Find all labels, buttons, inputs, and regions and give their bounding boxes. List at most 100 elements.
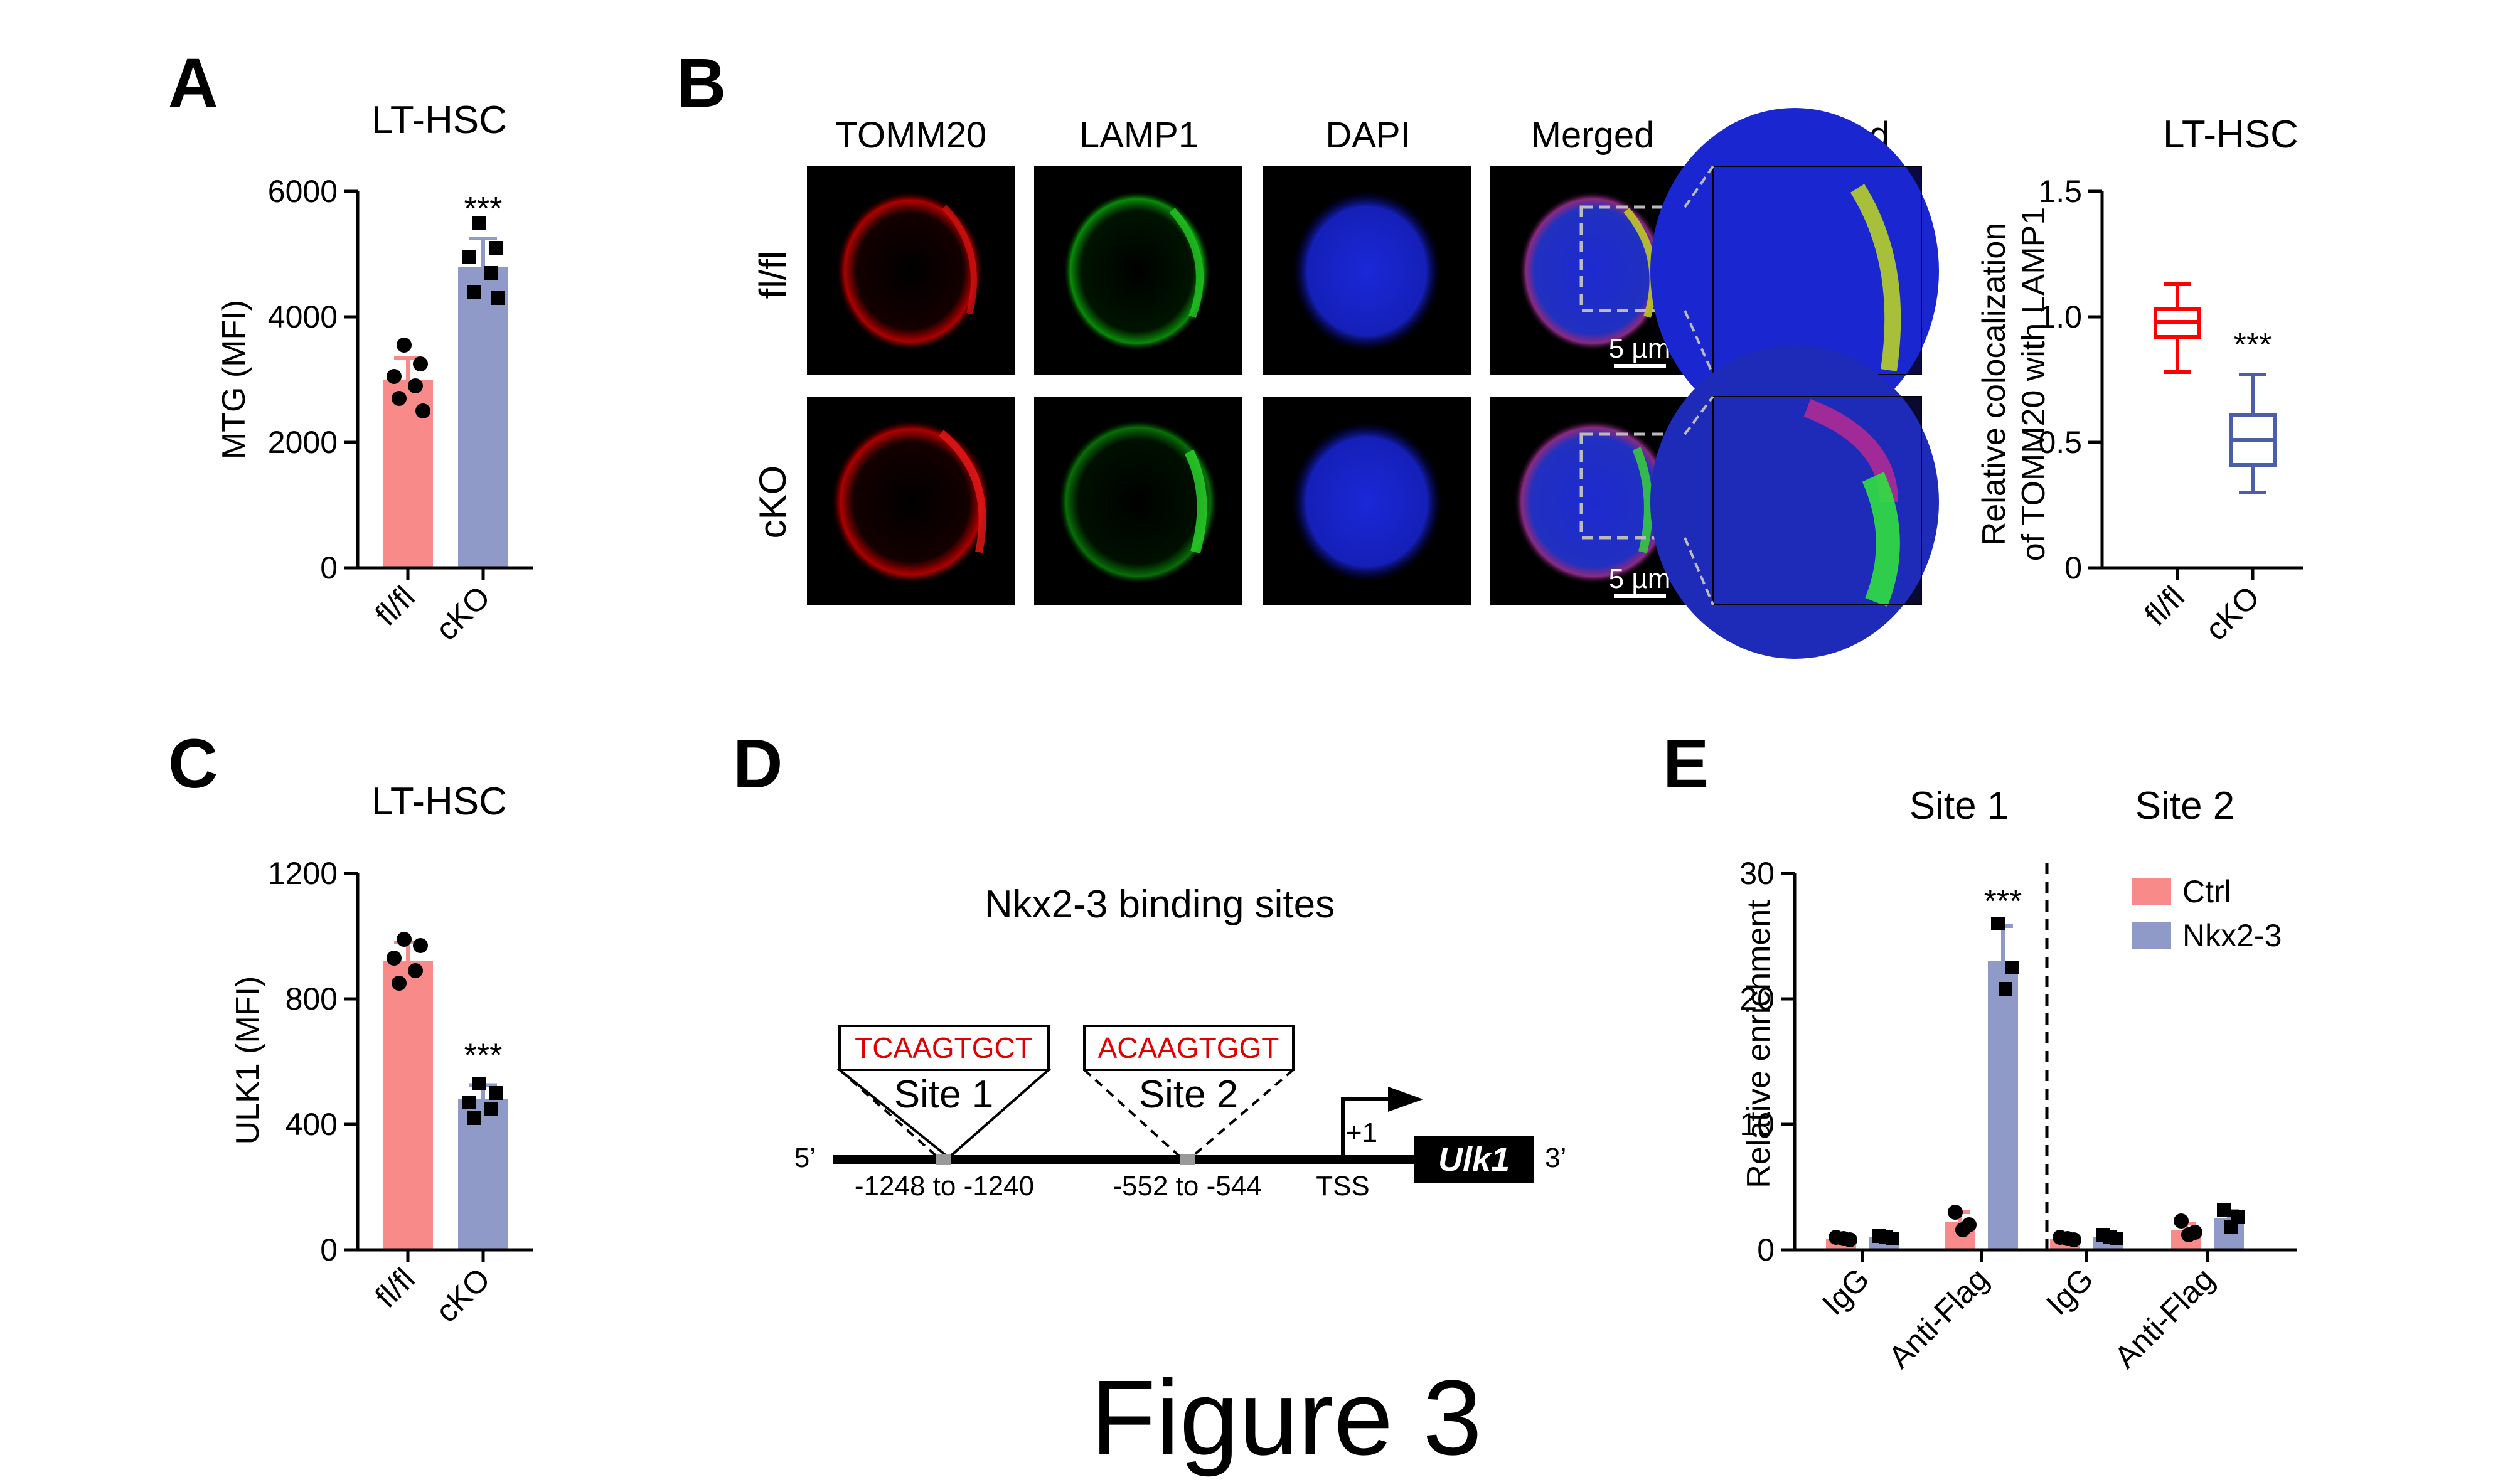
panel-e-data-point	[1836, 1231, 1851, 1246]
plus-one: +1	[1346, 1117, 1377, 1148]
micrograph-cko-dapi	[1263, 397, 1471, 605]
channel-lamp1: LAMP1	[1079, 115, 1199, 156]
panel-a-data-point	[472, 216, 486, 230]
site1-position: -1248 to -1240	[855, 1171, 1034, 1202]
panel-b-significance: ***	[2234, 327, 2272, 363]
panel-c-y-tick-label: 1200	[268, 856, 338, 891]
panel-e-data-point	[1999, 982, 2012, 996]
panel-c-data-point	[392, 976, 407, 991]
legend-swatch-nkx23	[2132, 922, 2171, 949]
panel-c-y-tick-label: 0	[320, 1232, 338, 1267]
panel-b-ylabel-line1: Relative colocalization	[1976, 223, 2012, 546]
panel-e-data-point	[1948, 1205, 1963, 1220]
site1-label: Site 1	[894, 1073, 994, 1116]
panel-e-group2: Site 2	[2135, 784, 2235, 828]
channel-tomm20: TOMM20	[836, 115, 987, 156]
panel-b-y-tick-label: 1.5	[2038, 174, 2082, 209]
row-label-flfl: fl/fl	[752, 251, 794, 299]
panel-a-bar	[458, 267, 508, 568]
panel-a-data-point	[462, 250, 476, 264]
panel-e-group1: Site 1	[1909, 784, 2009, 828]
panel-c: C LT-HSC ULK1 (MFI) fl/fl cKO 0 400 800 1200 *…	[168, 725, 533, 1330]
tss-arrow	[1341, 1097, 1392, 1159]
panel-a-title: LT-HSC	[371, 99, 507, 142]
panel-c-data-point	[489, 1086, 503, 1100]
panel-a-data-point	[489, 241, 503, 255]
panel-a-data-point	[484, 266, 498, 280]
panel-e-label: E	[1663, 725, 1709, 802]
panel-a-label: A	[168, 45, 218, 122]
panel-c-bar	[383, 961, 433, 1250]
panel-e-ylabel: Relative enrichment	[1741, 900, 1777, 1188]
panel-b-chart: fl/fl cKO 0 0.5 1.0 1.5 ***	[2038, 174, 2303, 648]
panel-a-data-point	[408, 378, 423, 393]
panel-a-chart: fl/fl cKO 0 2000 4000 6000 ***	[268, 174, 533, 648]
panel-c-x-tick-label: cKO	[429, 1261, 496, 1329]
panel-a-data-point	[491, 291, 505, 305]
site2-sequence: ACAAGTGGT	[1098, 1032, 1279, 1064]
tss-label: TSS	[1316, 1171, 1370, 1202]
micrograph-flfl-lamp1	[1034, 166, 1242, 375]
panel-c-data-point	[408, 963, 423, 978]
panel-e-data-point	[2174, 1213, 2189, 1229]
panel-e-data-point	[1991, 917, 2005, 930]
gene-label: Ulk1	[1438, 1141, 1510, 1178]
panel-e-data-point	[2181, 1227, 2196, 1242]
micrograph-cko-tomm20	[807, 397, 1015, 605]
channel-dapi: DAPI	[1325, 115, 1410, 156]
panel-b-ylabel-line2: of TOMM20 with LAMP1	[2015, 207, 2052, 562]
site2-position: -552 to -544	[1113, 1171, 1261, 1202]
panel-a-y-tick-label: 4000	[268, 299, 338, 334]
panel-c-data-point	[397, 932, 412, 947]
panel-c-data-point	[462, 1096, 476, 1109]
panel-e-significance: ***	[1984, 883, 2022, 920]
panel-b-title: LT-HSC	[2163, 113, 2298, 156]
panel-e-data-point	[2103, 1230, 2117, 1244]
three-prime: 3’	[1545, 1143, 1566, 1173]
panel-c-y-tick-label: 800	[286, 981, 338, 1016]
panel-a-significance: ***	[464, 191, 503, 227]
panel-b-label: B	[676, 45, 726, 122]
panel-d-label: D	[733, 725, 782, 802]
panel-c-chart: fl/fl cKO 0 400 800 1200 ***	[268, 856, 533, 1330]
site1-sequence: TCAAGTGCT	[855, 1032, 1033, 1064]
row-label-cko: cKO	[752, 466, 794, 539]
panel-c-data-point	[472, 1077, 486, 1090]
panel-a-y-tick-label: 0	[320, 550, 338, 585]
panel-e-bar	[1988, 961, 2018, 1250]
panel-b-y-tick-label: 1.0	[2038, 299, 2082, 334]
legend-swatch-ctrl	[2132, 878, 2171, 905]
panel-e-x-tick-label: IgG	[1815, 1261, 1876, 1322]
panel-e-data-point	[2224, 1220, 2238, 1234]
panel-e-x-tick-label: Anti-Flag	[1882, 1261, 1995, 1375]
panel-a-ylabel: MTG (MFI)	[216, 300, 252, 459]
site1-mark	[936, 1154, 951, 1165]
panel-c-y-tick-label: 400	[286, 1107, 338, 1142]
panel-a-x-tick-label: fl/fl	[368, 579, 422, 632]
panel-b: B TOMM20 LAMP1 DAPI Merged Enlarged fl/f…	[676, 45, 2303, 659]
panel-a-x-tick-label: cKO	[429, 579, 496, 647]
panel-a: A LT-HSC MTG (MFI) fl/fl cKO 0 2000 4000 6000…	[168, 45, 533, 648]
panel-b-y-tick-label: 0	[2064, 550, 2082, 585]
panel-e-y-tick-label: 30	[1739, 856, 1775, 891]
panel-c-data-point	[387, 951, 402, 966]
panel-c-data-point	[413, 938, 428, 953]
panel-b-x-tick-label: cKO	[2198, 579, 2266, 647]
panel-a-y-tick-label: 6000	[268, 174, 338, 209]
panel-a-data-point	[392, 391, 407, 406]
panel-b-y-tick-label: 0.5	[2038, 425, 2082, 460]
site2-mark	[1180, 1154, 1195, 1165]
figure-title: Figure 3	[1091, 1358, 1482, 1478]
panel-a-data-point	[397, 338, 412, 353]
panel-e-x-tick-label: Anti-Flag	[2108, 1261, 2221, 1375]
panel-c-significance: ***	[464, 1038, 503, 1074]
micrograph-cko-enlarged	[1650, 345, 1939, 659]
micrograph-flfl-tomm20	[807, 166, 1015, 375]
legend-label-nkx23: Nkx2-3	[2182, 918, 2282, 953]
panel-e-data-point	[2217, 1203, 2231, 1217]
panel-b-x-tick-label: fl/fl	[2138, 579, 2191, 632]
panel-c-label: C	[168, 725, 218, 802]
panel-a-data-point	[415, 403, 430, 418]
panel-a-y-tick-label: 2000	[268, 425, 338, 460]
